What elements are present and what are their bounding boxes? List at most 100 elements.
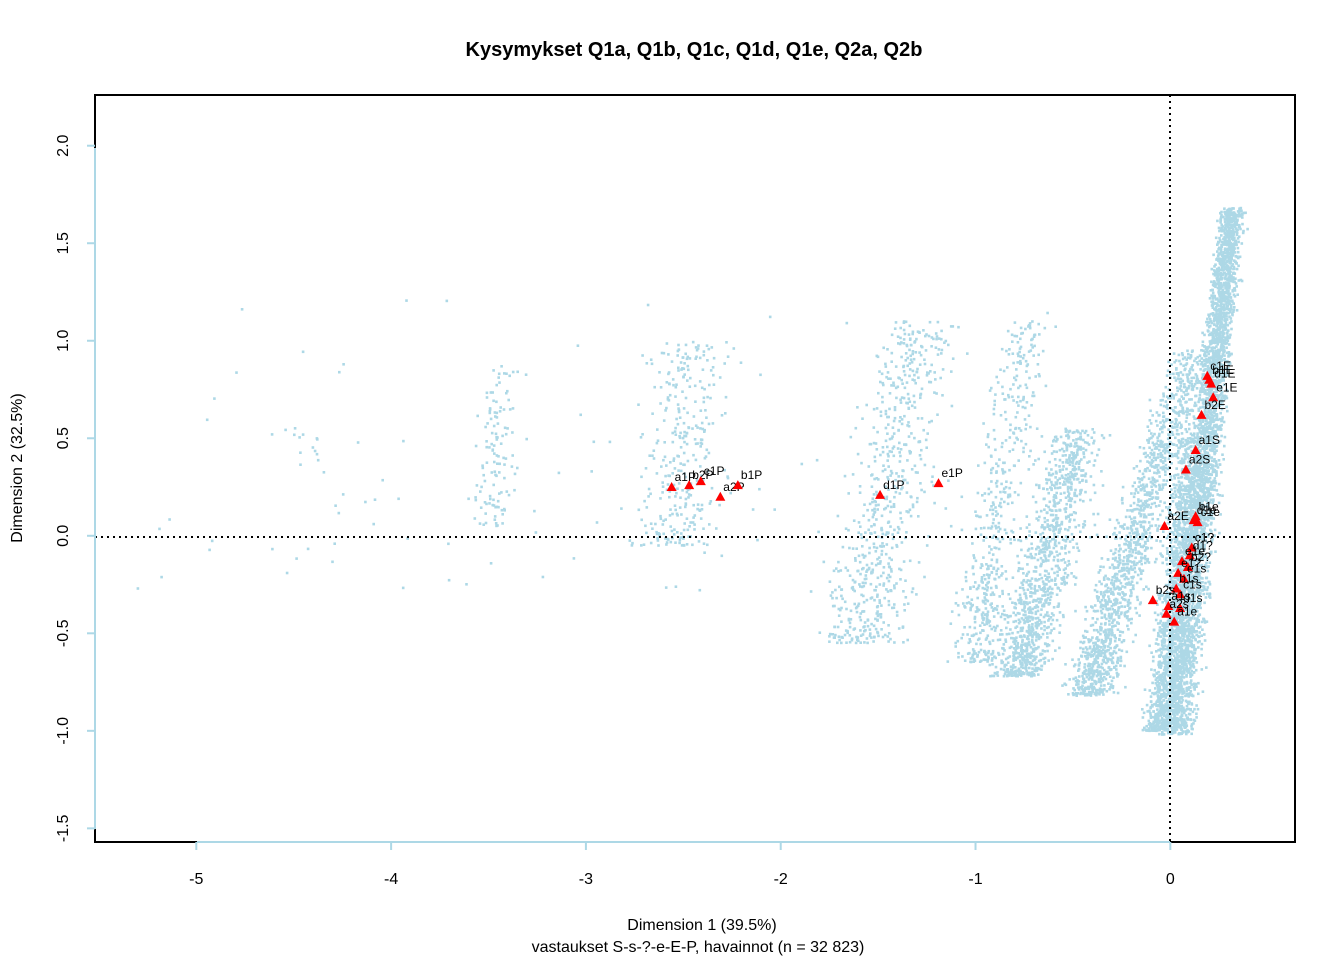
observation-point xyxy=(1163,425,1166,429)
observation-point xyxy=(678,506,682,509)
observation-point xyxy=(1030,626,1033,629)
observation-point xyxy=(1047,625,1050,629)
observation-point xyxy=(913,340,917,343)
observation-point xyxy=(1178,483,1181,487)
observation-point xyxy=(668,393,672,397)
observation-point xyxy=(1034,617,1038,620)
observation-point xyxy=(1155,704,1158,708)
observation-point xyxy=(1073,472,1077,476)
observation-point xyxy=(985,636,989,640)
observation-point xyxy=(1138,477,1142,481)
observation-point xyxy=(1172,521,1176,525)
observation-point xyxy=(1192,385,1196,388)
observation-point xyxy=(1147,477,1151,480)
observation-point xyxy=(1012,383,1015,386)
observation-point xyxy=(1001,469,1005,473)
observation-point xyxy=(1053,555,1056,559)
observation-point xyxy=(710,346,714,349)
observation-point xyxy=(850,637,854,640)
observation-point xyxy=(870,562,874,565)
observation-point xyxy=(1143,469,1147,472)
observation-point xyxy=(1096,688,1099,692)
observation-point xyxy=(885,543,889,546)
observation-point xyxy=(1099,654,1103,657)
observation-point xyxy=(1118,648,1121,652)
observation-point xyxy=(963,659,967,662)
observation-point xyxy=(1141,532,1144,536)
observation-point xyxy=(991,521,995,525)
observation-point xyxy=(1094,643,1097,646)
observation-point xyxy=(1101,594,1105,598)
observation-point xyxy=(906,364,909,368)
observation-point xyxy=(884,552,888,556)
observation-point xyxy=(1009,387,1012,391)
observation-point xyxy=(1074,462,1078,465)
observation-point xyxy=(837,614,841,617)
observation-point xyxy=(936,413,939,416)
observation-point xyxy=(1154,681,1158,685)
observation-point xyxy=(933,501,936,505)
observation-point xyxy=(993,546,996,549)
observation-point xyxy=(1166,670,1169,673)
observation-point xyxy=(1148,491,1151,494)
observation-point xyxy=(918,363,922,366)
observation-point xyxy=(831,596,834,600)
observation-point xyxy=(1027,325,1030,328)
observation-point xyxy=(878,599,881,602)
observation-point xyxy=(893,406,897,409)
observation-point xyxy=(1118,531,1121,534)
observation-point xyxy=(1033,344,1036,348)
observation-point xyxy=(1026,635,1030,638)
observation-point xyxy=(1001,633,1004,636)
observation-point xyxy=(675,383,678,386)
observation-point xyxy=(1020,646,1023,649)
observation-point xyxy=(1161,468,1165,471)
observation-point xyxy=(872,545,876,549)
observation-point xyxy=(686,355,690,359)
observation-point xyxy=(987,492,991,496)
observation-point xyxy=(891,426,895,429)
observation-point xyxy=(1039,550,1043,554)
observation-point xyxy=(1023,554,1027,557)
observation-point xyxy=(1005,480,1008,483)
observation-point xyxy=(1028,606,1032,609)
observation-point xyxy=(1102,693,1105,696)
observation-point xyxy=(1112,585,1116,589)
observation-point xyxy=(905,510,908,513)
observation-point xyxy=(986,613,989,617)
observation-point xyxy=(1068,463,1072,466)
observation-point xyxy=(699,409,703,412)
observation-point xyxy=(907,407,911,410)
observation-point xyxy=(1007,593,1010,596)
observation-point xyxy=(1118,588,1121,591)
observation-point xyxy=(1137,552,1140,555)
observation-point xyxy=(1140,504,1144,508)
observation-point xyxy=(1017,598,1020,602)
observation-point xyxy=(1185,413,1189,417)
observation-point xyxy=(861,633,865,636)
observation-point xyxy=(911,503,915,506)
observation-point xyxy=(893,484,896,488)
observation-point xyxy=(1114,636,1117,640)
observation-point xyxy=(495,454,499,457)
observation-point xyxy=(1084,651,1088,654)
observation-point xyxy=(999,505,1003,509)
observation-point xyxy=(1004,410,1007,414)
observation-point xyxy=(1052,546,1056,550)
observation-point xyxy=(1133,531,1137,535)
observation-point xyxy=(975,632,978,636)
observation-point xyxy=(1067,559,1070,563)
observation-point xyxy=(890,384,893,387)
observation-point xyxy=(1048,585,1052,589)
observation-point xyxy=(851,547,855,550)
observation-point xyxy=(1167,433,1171,437)
observation-point xyxy=(685,517,689,520)
observation-point xyxy=(1145,703,1149,707)
observation-point xyxy=(1158,719,1161,723)
observation-point xyxy=(1055,440,1058,443)
observation-point xyxy=(908,449,911,453)
observation-point xyxy=(1077,669,1080,672)
observation-point xyxy=(1021,638,1024,642)
observation-point xyxy=(985,615,989,618)
observation-point xyxy=(488,502,491,505)
